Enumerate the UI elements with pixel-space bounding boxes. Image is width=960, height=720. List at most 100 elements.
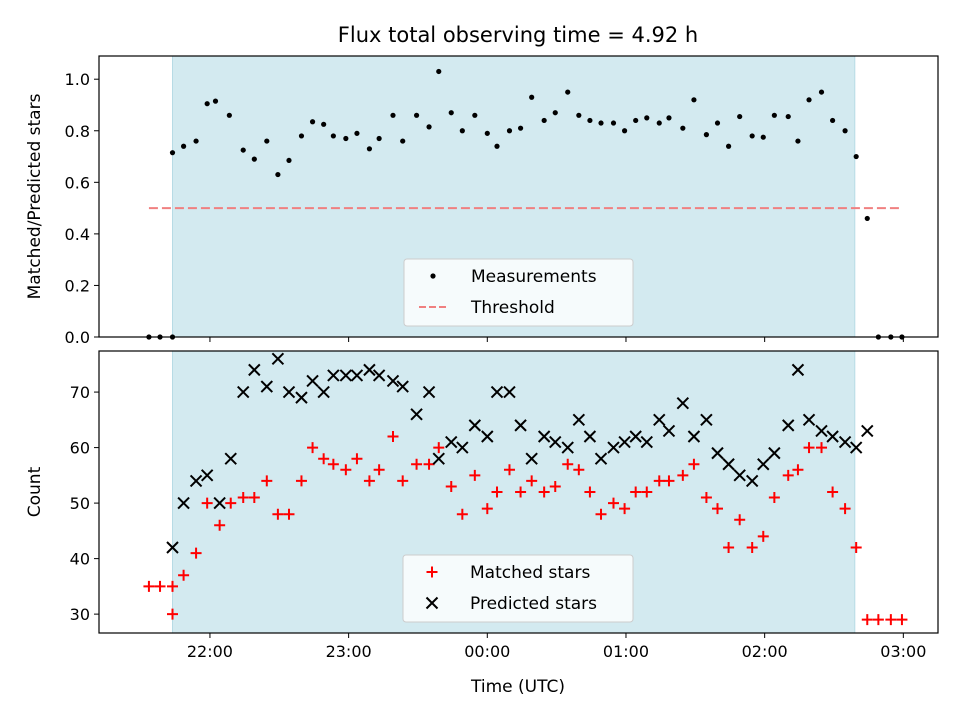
data-point (306, 374, 319, 388)
data-point (248, 492, 260, 504)
data-point (587, 117, 593, 124)
legend-label: Matched stars (470, 563, 590, 583)
legend: Measurements Threshold (403, 258, 634, 327)
chart-title: Flux total observing time = 4.92 h (338, 23, 698, 47)
data-point (295, 391, 308, 404)
data-point (189, 474, 203, 488)
data-point (722, 458, 735, 471)
data-point (691, 97, 697, 103)
data-point (749, 133, 755, 139)
data-point (562, 458, 574, 470)
data-point (861, 614, 873, 626)
axes-frame (98, 55, 939, 338)
y-tick-label: 70 (70, 383, 90, 402)
data-point (618, 435, 631, 449)
data-point (792, 464, 804, 476)
data-point (583, 430, 597, 443)
data-point (839, 503, 851, 515)
data-point (397, 475, 409, 487)
data-point (376, 135, 382, 142)
data-point (734, 514, 746, 526)
data-point (433, 442, 445, 454)
data-point (330, 133, 336, 139)
data-point (261, 475, 273, 487)
data-point (861, 424, 874, 438)
data-point (619, 503, 631, 515)
data-point (212, 98, 219, 104)
series-measurements (146, 68, 905, 340)
y-tick-label: 40 (70, 550, 90, 569)
x-axis-label: Time (UTC) (470, 677, 565, 697)
data-point (339, 369, 353, 382)
data-point (166, 541, 179, 554)
data-point (703, 132, 710, 138)
y-tick-label: 50 (70, 494, 90, 513)
x-tick-label: 23:00 (326, 642, 372, 661)
data-point (251, 156, 257, 162)
data-point (283, 508, 295, 520)
data-point (448, 110, 454, 116)
data-point (169, 150, 176, 156)
data-point (237, 492, 249, 504)
data-point (641, 486, 653, 498)
data-point (481, 503, 493, 515)
data-point (826, 430, 839, 443)
data-point (456, 508, 468, 520)
data-point (594, 452, 608, 465)
data-point (180, 143, 187, 149)
y-tick-label: 0.2 (65, 276, 90, 295)
data-point (842, 128, 848, 134)
data-point (768, 492, 780, 504)
data-point (351, 453, 363, 465)
data-point (275, 171, 281, 178)
data-point (712, 503, 724, 515)
series-matched-stars (143, 430, 908, 626)
series-predicted-stars (166, 352, 874, 554)
y-tick-label: 1.0 (65, 70, 90, 89)
data-point (517, 125, 524, 131)
data-point (154, 580, 166, 592)
x-tick-label: 22:00 (187, 642, 233, 661)
data-point (363, 475, 375, 487)
data-point (610, 120, 617, 126)
data-point (298, 133, 305, 139)
data-point (745, 474, 759, 488)
bottom-panel: 30 40 50 60 70 22:00 23:00 00:00 01:00 02:00 03:00… (25, 350, 939, 661)
data-point (653, 475, 665, 487)
legend-label: Measurements (471, 267, 597, 287)
data-point (178, 569, 190, 581)
data-point (782, 419, 795, 432)
data-point (584, 486, 596, 498)
data-point (272, 508, 284, 520)
data-point (321, 121, 327, 127)
data-point (552, 110, 558, 116)
data-point (538, 486, 550, 498)
data-point (815, 424, 828, 438)
data-point (816, 442, 828, 454)
data-point (350, 369, 364, 382)
data-point (818, 89, 825, 95)
data-point (271, 352, 285, 365)
data-point (663, 475, 675, 487)
y-tick-label: 0.0 (65, 328, 90, 347)
data-point (565, 89, 571, 95)
data-point (481, 430, 494, 443)
data-point (193, 138, 199, 144)
data-point (204, 101, 210, 107)
data-point (644, 115, 650, 121)
data-point (390, 112, 396, 118)
data-point (506, 128, 513, 134)
data-point (432, 452, 445, 465)
data-point (687, 430, 701, 443)
data-point (768, 446, 781, 460)
legend-label: Predicted stars (470, 594, 597, 614)
legend-marker (430, 273, 436, 279)
data-point (400, 138, 406, 144)
data-point (576, 112, 582, 118)
data-point (494, 143, 500, 149)
y-tick-label: 30 (70, 605, 90, 624)
data-point (445, 435, 458, 449)
data-point (537, 430, 551, 443)
data-point (340, 464, 352, 476)
